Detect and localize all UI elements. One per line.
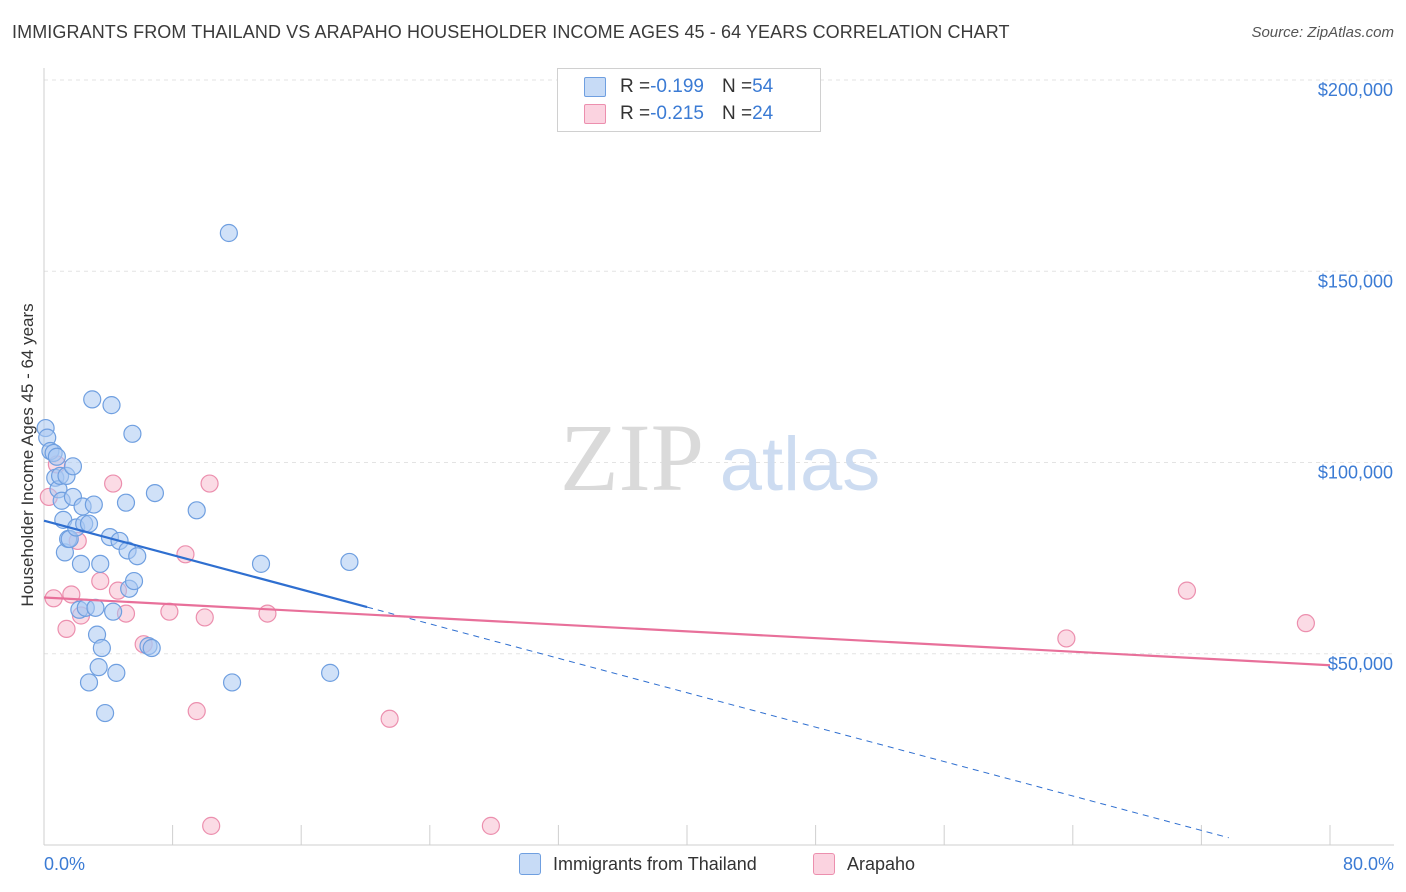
arapaho-point-23 (1296, 614, 1315, 633)
legend-n-value: 54 (752, 76, 774, 97)
arapaho-point-22 (1177, 581, 1197, 600)
arapaho-point-16 (200, 474, 219, 493)
thailand-point-25 (84, 495, 103, 514)
legend-r-label: R = (620, 103, 651, 124)
watermark: ZIP atlas (560, 404, 880, 511)
arapaho-trend-line (43, 596, 1331, 667)
legend-swatch-blue (584, 77, 606, 97)
arapaho-point-14 (187, 702, 206, 721)
axes (43, 68, 1394, 846)
legend-r-label: R = (620, 76, 651, 97)
thailand-point-5 (47, 447, 66, 466)
thailand-point-18 (71, 554, 91, 573)
bottom-legend-label: Arapaho (847, 853, 916, 874)
x-tick-max: 80.0% (1343, 854, 1394, 874)
arapaho-point-18 (258, 604, 277, 623)
legend-n-value: 24 (752, 103, 774, 124)
legend-r-value: -0.215 (650, 103, 704, 124)
arapaho-point-17 (202, 816, 221, 835)
thailand-point-41 (124, 571, 144, 591)
arapaho-point-8 (104, 474, 123, 493)
thailand-point-29 (91, 554, 110, 573)
legend-r-value: -0.199 (650, 76, 704, 97)
thailand-point-26 (86, 598, 105, 617)
thailand-point-30 (92, 638, 111, 658)
thailand-point-40 (123, 424, 142, 443)
thailand-point-28 (89, 658, 108, 677)
arapaho-point-21 (1057, 629, 1076, 648)
source-credit: Source: ZipAtlas.com (1251, 24, 1394, 41)
thailand-point-35 (107, 663, 126, 682)
thailand-point-42 (128, 547, 147, 566)
thailand-point-23 (79, 514, 99, 533)
y-tick-label-0: $50,000 (1328, 654, 1393, 674)
thailand-point-22 (79, 673, 99, 692)
thailand-point-51 (340, 552, 359, 572)
bottom-legend-arapaho: Arapaho (813, 852, 915, 876)
thailand-point-47 (219, 223, 238, 243)
arapaho-point-3 (57, 619, 76, 638)
legend-swatch-pink (584, 104, 606, 124)
bottom-legend-thailand: Immigrants from Thailand (519, 852, 757, 876)
thailand-point-50 (321, 663, 340, 682)
arapaho-point-15 (195, 608, 214, 627)
thailand-point-48 (222, 673, 242, 692)
arapaho-point-12 (160, 602, 179, 621)
legend-n-label: N = (721, 76, 753, 97)
thailand-point-31 (95, 703, 115, 723)
thailand-point-14 (63, 457, 83, 476)
thailand-point-37 (116, 493, 136, 512)
chart-title: IMMIGRANTS FROM THAILAND VS ARAPAHO HOUS… (12, 22, 1010, 42)
arapaho-points (39, 455, 1315, 835)
watermark-atlas: atlas (720, 422, 881, 507)
y-tick-labels: $50,000 $100,000 $150,000 $200,000 (1318, 80, 1393, 674)
thailand-point-33 (104, 602, 123, 621)
y-tick-label-1: $100,000 (1318, 463, 1393, 483)
thailand-trend-extension (366, 606, 1229, 839)
arapaho-point-7 (91, 571, 110, 591)
thailand-point-34 (102, 396, 121, 415)
y-tick-label-3: $200,000 (1318, 80, 1393, 100)
arapaho-point-20 (481, 816, 500, 835)
arapaho-point-4 (62, 585, 81, 604)
bottom-legend-label: Immigrants from Thailand (553, 853, 757, 874)
thailand-trend-line (43, 519, 368, 609)
arapaho-point-19 (380, 709, 399, 728)
thailand-point-45 (145, 484, 165, 503)
thailand-point-46 (187, 501, 206, 520)
watermark-zip: ZIP (560, 404, 704, 511)
correlation-legend: R = -0.199 N = 54 R = -0.215 N = 24 (557, 68, 821, 132)
thailand-point-49 (251, 554, 271, 573)
thailand-point-44 (142, 638, 161, 658)
thailand-points (36, 223, 359, 723)
trend-lines (43, 519, 1331, 839)
bottom-legend-swatch-blue (519, 853, 541, 875)
legend-row-thailand: R = -0.199 N = 54 (584, 75, 773, 99)
bottom-legend-swatch-pink (813, 853, 835, 875)
x-tick-min: 0.0% (44, 854, 85, 874)
legend-row-arapaho: R = -0.215 N = 24 (584, 102, 773, 126)
thailand-point-24 (83, 390, 102, 409)
gridlines (44, 79, 1394, 655)
y-tick-label-2: $150,000 (1318, 271, 1393, 291)
legend-n-label: N = (721, 103, 753, 124)
